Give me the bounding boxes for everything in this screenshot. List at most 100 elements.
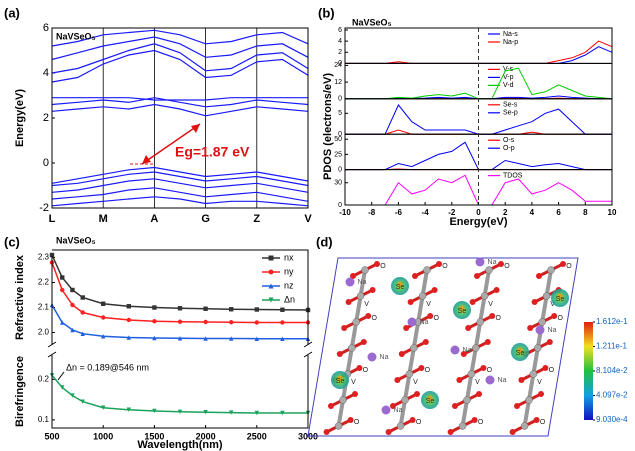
atom-label: V [351,379,356,386]
atom-o [323,429,330,435]
atom-se [557,293,563,299]
data-point [152,335,157,341]
atom-label: Na [463,347,472,354]
atom-v [472,344,480,352]
data-line [51,97,309,108]
legend-label: O-p [503,145,515,152]
data-line [51,171,309,187]
atom-label: V [488,301,493,308]
atom-v [405,370,414,378]
data-point [80,399,85,404]
y-tick-label: 2.1 [38,303,50,312]
atom-label: O [363,367,369,374]
atom-v [534,344,542,352]
atom-o [484,339,491,345]
atom-se [459,305,465,311]
atom-o [328,403,334,409]
data-point [203,319,208,325]
x-tick-label: L [49,213,56,225]
atom-label: Na [358,279,367,286]
y-tick-label: 2.3 [38,253,50,262]
atom-o [436,261,442,267]
atom-label: Na [548,327,557,334]
atom-o [447,429,454,435]
atom-o [341,325,348,331]
data-point [80,331,85,336]
x-tick-label: M [99,213,108,225]
atom-label: O [478,419,484,426]
atom-v [410,344,418,352]
bond [403,373,412,401]
atom-se [337,375,343,381]
atom-v [525,396,533,404]
y-tick-label: 2.2 [38,278,50,287]
bond [416,295,425,323]
atom-na [407,317,417,327]
data-point [101,334,106,339]
atom-o [560,261,566,267]
atom-label: O [487,367,493,374]
arrow-head [142,155,151,164]
atom-o [390,403,396,409]
bond [411,321,421,349]
atom-na [450,345,460,355]
atom-v [529,370,538,378]
panel-label: (d) [316,234,333,249]
bond [540,295,549,323]
atom-label: O [504,263,510,270]
x-tick-label: -4 [422,208,430,217]
data-point [254,320,259,325]
data-point [229,410,234,415]
data-point [229,307,234,312]
x-tick-label: 6 [556,208,561,217]
data-point [203,409,208,415]
atom-label: Na [420,319,429,326]
atom-o [414,391,420,397]
data-point [126,304,131,309]
data-point [203,306,208,311]
y-tick-label: 12 [334,79,342,86]
data-point [80,295,85,300]
bond [522,399,531,427]
atom-o [546,339,553,345]
atom-na [535,325,545,335]
x-tick-label: 0 [476,208,481,217]
data-point [203,336,208,341]
x-axis-label: Wavelength(nm) [137,439,222,451]
panel-label: (c) [4,234,20,249]
atom-o [365,313,372,319]
atom-o [493,287,500,293]
y-tick-label: 0 [338,166,342,173]
atom-v [480,292,489,300]
y-tick-label: 0 [43,157,49,169]
y-tick-label: 30 [334,180,342,187]
data-point [177,306,183,311]
legend-marker [268,255,274,261]
atom-v [352,318,360,326]
atom-o [536,273,542,279]
atom-o [498,261,504,267]
atom-v [538,318,546,326]
x-tick-label: 4 [530,208,535,217]
annotation-pointer [57,371,65,381]
x-tick-label: 2000 [196,431,216,441]
bond [469,347,478,375]
data-line [51,178,309,193]
chart-title: NaVSeO₅ [56,235,96,245]
atom-v [547,266,555,274]
bond [345,347,354,375]
colorbar-label: 4.097e-2 [596,391,628,400]
data-line [51,374,308,414]
data-point [60,275,65,280]
legend-label: V-d [503,82,514,89]
data-point [70,287,75,293]
legend-marker [268,283,274,289]
data-point [177,409,183,414]
atom-o [374,261,380,267]
legend-label: Se-p [503,110,518,117]
x-tick-label: Z [253,213,260,225]
data-point [152,408,157,414]
y-tick-label: 2.0 [38,328,50,337]
atom-o [460,351,467,357]
colorbar-label: 8.104e-2 [596,366,628,375]
